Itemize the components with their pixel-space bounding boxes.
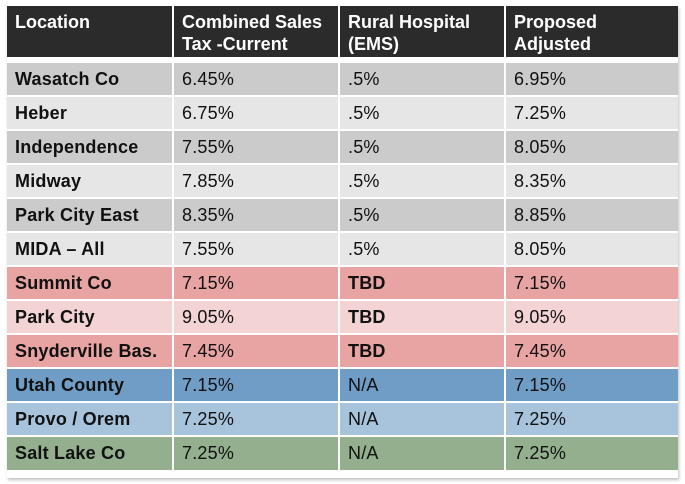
cell-current-rate: 6.45% (173, 61, 340, 96)
cell-current-rate: 7.55% (173, 231, 340, 266)
table-row: Independence 7.55% .5% 8.05% (7, 129, 678, 164)
cell-ems-rate: .5% (339, 95, 506, 130)
cell-current-rate: 6.75% (173, 95, 340, 130)
column-header-rural-line1: Rural Hospital (348, 12, 471, 32)
column-header-location: Location (7, 6, 174, 57)
sales-tax-table: Location Combined Sales Tax -Current Rur… (7, 6, 678, 470)
cell-location: Snyderville Bas. (7, 333, 174, 368)
cell-proposed-rate: 7.15% (505, 265, 678, 300)
cell-ems-rate: TBD (339, 333, 506, 368)
cell-proposed-rate: 8.35% (505, 163, 678, 198)
sales-tax-table-container: Location Combined Sales Tax -Current Rur… (7, 6, 678, 478)
cell-current-rate: 9.05% (173, 299, 340, 334)
table-row: Heber 6.75% .5% 7.25% (7, 95, 678, 130)
cell-current-rate: 8.35% (173, 197, 340, 232)
cell-location: Wasatch Co (7, 61, 174, 96)
cell-current-rate: 7.25% (173, 401, 340, 436)
cell-ems-rate: .5% (339, 129, 506, 164)
cell-proposed-rate: 8.85% (505, 197, 678, 232)
cell-location: Salt Lake Co (7, 435, 174, 470)
cell-location: Park City (7, 299, 174, 334)
cell-proposed-rate: 8.05% (505, 231, 678, 266)
table-row: MIDA – All 7.55% .5% 8.05% (7, 231, 678, 266)
column-header-rural-line2: (EMS) (348, 34, 399, 54)
cell-proposed-rate: 9.05% (505, 299, 678, 334)
cell-location: Provo / Orem (7, 401, 174, 436)
table-row: Midway 7.85% .5% 8.35% (7, 163, 678, 198)
column-header-proposed-line1: Proposed (514, 12, 598, 32)
column-header-combined-sales-tax: Combined Sales Tax -Current (173, 6, 340, 57)
table-row: Utah County 7.15% N/A 7.15% (7, 367, 678, 402)
cell-proposed-rate: 7.25% (505, 95, 678, 130)
column-header-combined-line2: Tax -Current (182, 34, 288, 54)
cell-proposed-rate: 8.05% (505, 129, 678, 164)
table-row: Park City East 8.35% .5% 8.85% (7, 197, 678, 232)
cell-proposed-rate: 6.95% (505, 61, 678, 96)
cell-location: Park City East (7, 197, 174, 232)
cell-location: MIDA – All (7, 231, 174, 266)
cell-ems-rate: .5% (339, 163, 506, 198)
table-row: Summit Co 7.15% TBD 7.15% (7, 265, 678, 300)
cell-ems-rate: .5% (339, 197, 506, 232)
table-row: Snyderville Bas. 7.45% TBD 7.45% (7, 333, 678, 368)
header-spacer-row (7, 57, 678, 62)
cell-ems-rate: N/A (339, 367, 506, 402)
column-header-rural-hospital: Rural Hospital (EMS) (339, 6, 506, 57)
cell-ems-rate: TBD (339, 299, 506, 334)
table-row: Wasatch Co 6.45% .5% 6.95% (7, 61, 678, 96)
cell-current-rate: 7.55% (173, 129, 340, 164)
cell-location: Utah County (7, 367, 174, 402)
cell-proposed-rate: 7.45% (505, 333, 678, 368)
table-row: Park City 9.05% TBD 9.05% (7, 299, 678, 334)
table-row: Provo / Orem 7.25% N/A 7.25% (7, 401, 678, 436)
header-spacer (7, 57, 678, 62)
cell-current-rate: 7.15% (173, 265, 340, 300)
table-row: Salt Lake Co 7.25% N/A 7.25% (7, 435, 678, 470)
column-header-location-label: Location (15, 12, 90, 32)
cell-proposed-rate: 7.25% (505, 401, 678, 436)
column-header-proposed-line2: Adjusted (514, 34, 592, 54)
cell-ems-rate: N/A (339, 435, 506, 470)
cell-ems-rate: N/A (339, 401, 506, 436)
column-header-combined-line1: Combined Sales (182, 12, 323, 32)
cell-proposed-rate: 7.25% (505, 435, 678, 470)
column-header-proposed-adjusted: Proposed Adjusted (505, 6, 678, 57)
cell-current-rate: 7.85% (173, 163, 340, 198)
table-header-row: Location Combined Sales Tax -Current Rur… (7, 6, 678, 57)
cell-location: Summit Co (7, 265, 174, 300)
cell-ems-rate: .5% (339, 231, 506, 266)
cell-location: Heber (7, 95, 174, 130)
cell-location: Independence (7, 129, 174, 164)
cell-ems-rate: TBD (339, 265, 506, 300)
cell-proposed-rate: 7.15% (505, 367, 678, 402)
cell-location: Midway (7, 163, 174, 198)
cell-current-rate: 7.45% (173, 333, 340, 368)
cell-current-rate: 7.25% (173, 435, 340, 470)
cell-ems-rate: .5% (339, 61, 506, 96)
cell-current-rate: 7.15% (173, 367, 340, 402)
